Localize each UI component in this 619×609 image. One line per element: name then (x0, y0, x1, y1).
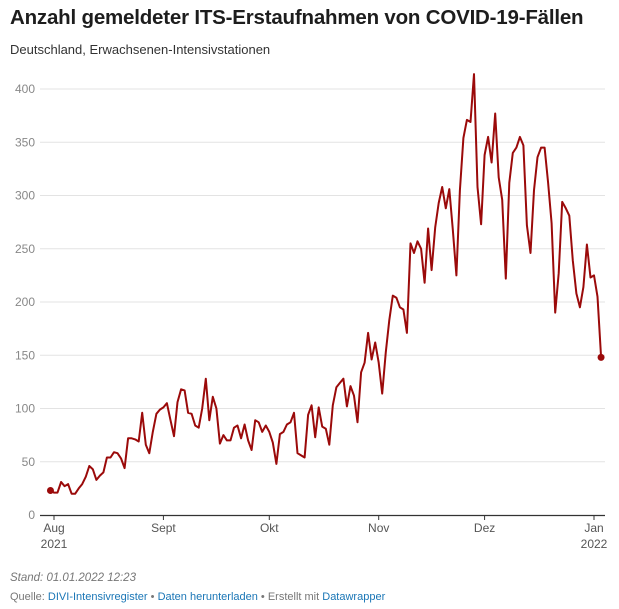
x-tick-year: 2022 (581, 537, 608, 551)
line-chart: 0 50 100 150 200 250 300 350 400 Aug 2021 Sept Okt N… (15, 73, 608, 551)
start-point-marker (46, 487, 54, 495)
y-tick-label: 200 (15, 295, 35, 309)
separator: • (260, 591, 265, 603)
chart-title: Anzahl gemeldeter ITS-Erstaufnahmen von … (10, 6, 584, 29)
made-with-label: Erstellt mit (267, 591, 320, 603)
x-tick-label: Dez (474, 521, 495, 535)
x-tick-label: Sept (151, 521, 176, 535)
source-link[interactable]: DIVI-Intensivregister (47, 591, 148, 603)
y-tick-label: 0 (28, 508, 35, 522)
x-tick-label: Nov (368, 521, 389, 535)
x-tick-label: Aug (43, 521, 64, 535)
chart-subtitle: Deutschland, Erwachsenen-Intensivstation… (10, 42, 271, 57)
x-tick-label: Okt (260, 521, 279, 535)
y-tick-label: 100 (15, 402, 35, 416)
download-data-link[interactable]: Daten herunterladen (157, 591, 258, 603)
y-tick-label: 300 (15, 189, 35, 203)
separator: • (150, 591, 155, 603)
datawrapper-link[interactable]: Datawrapper (322, 591, 386, 603)
source-line: Quelle: DIVI-Intensivregister • Daten he… (10, 591, 385, 603)
x-tick-year: 2021 (41, 537, 68, 551)
y-tick-label: 400 (15, 82, 35, 96)
x-tick-label: Jan (584, 521, 603, 535)
y-tick-label: 150 (15, 348, 35, 362)
y-tick-label: 50 (22, 455, 36, 469)
source-label: Quelle: (10, 591, 45, 603)
series-line (49, 73, 603, 495)
end-point-marker (597, 353, 605, 361)
y-tick-label: 250 (15, 242, 35, 256)
y-tick-label: 350 (15, 135, 35, 149)
stand-timestamp: Stand: 01.01.2022 12:23 (10, 572, 136, 584)
